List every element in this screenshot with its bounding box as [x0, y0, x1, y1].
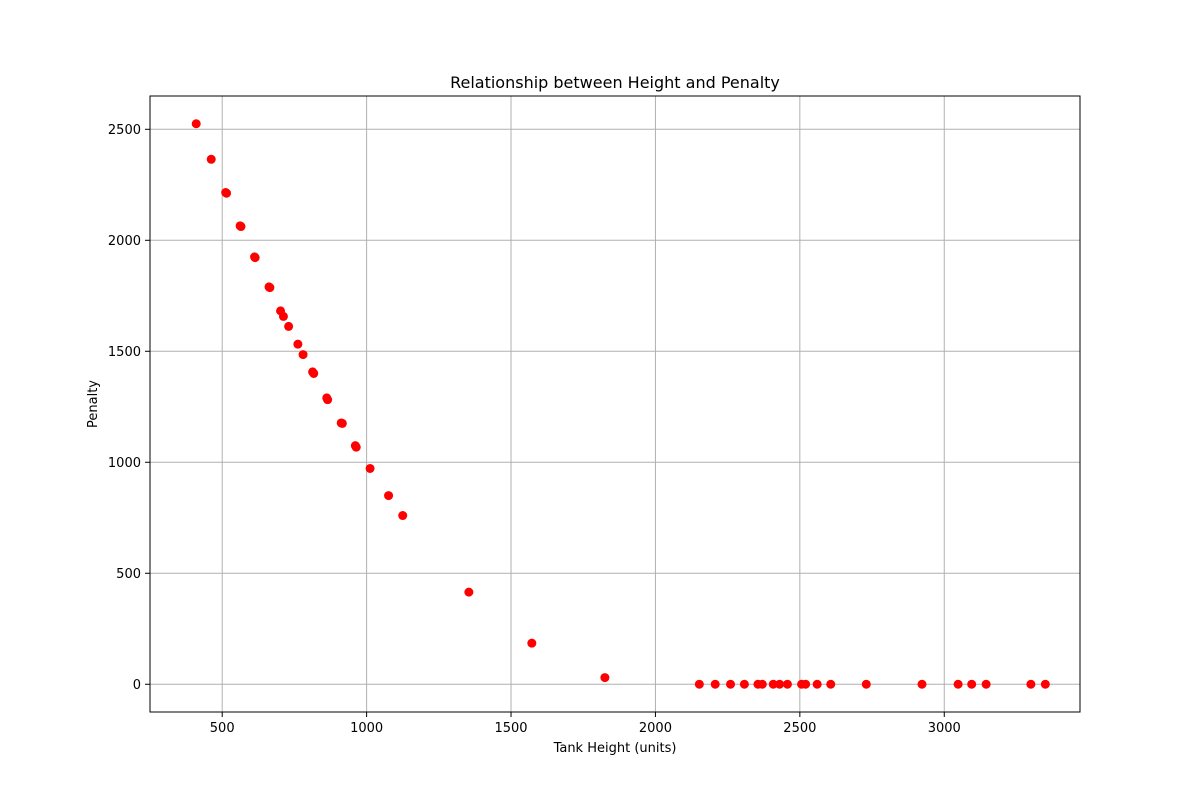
y-tick-label: 500: [116, 567, 141, 582]
data-point: [694, 679, 704, 689]
data-point: [775, 679, 785, 689]
data-point: [365, 463, 375, 473]
data-point: [739, 679, 749, 689]
data-point: [953, 679, 963, 689]
grid: [150, 96, 1080, 712]
y-axis-label: Penalty: [86, 380, 101, 428]
x-tick-label: 1000: [350, 721, 383, 736]
x-tick-label: 2000: [639, 721, 672, 736]
data-point: [191, 119, 201, 129]
data-point: [1040, 679, 1050, 689]
data-point: [351, 442, 361, 452]
data-point: [323, 395, 333, 405]
data-point: [710, 679, 720, 689]
data-point: [309, 368, 319, 378]
data-point: [337, 418, 347, 428]
x-axis: 500 1000 1500 2000 2500 3000: [210, 712, 961, 736]
data-point: [527, 638, 537, 648]
y-tick-label: 1500: [108, 345, 141, 360]
y-tick-label: 0: [133, 678, 141, 693]
data-point: [826, 679, 836, 689]
y-tick-label: 2500: [108, 123, 141, 138]
data-point: [757, 679, 767, 689]
data-point: [917, 679, 927, 689]
data-point: [293, 339, 303, 349]
data-point: [812, 679, 822, 689]
plot-frame: [149, 95, 1081, 713]
data-point: [222, 188, 232, 198]
data-point: [464, 587, 474, 597]
y-tick-label: 2000: [108, 234, 141, 249]
data-point: [298, 350, 308, 360]
data-point: [782, 679, 792, 689]
data-point: [726, 679, 736, 689]
data-point: [236, 222, 246, 232]
data-point: [206, 154, 216, 164]
data-point: [384, 491, 394, 501]
data-point: [265, 283, 275, 293]
x-axis-label: Tank Height (units): [553, 741, 677, 756]
data-point: [967, 679, 977, 689]
x-tick-label: 500: [210, 721, 235, 736]
data-point: [1026, 679, 1036, 689]
data-point: [981, 679, 991, 689]
data-point: [250, 253, 260, 263]
chart-title: Relationship between Height and Penalty: [450, 73, 780, 92]
data-points: [191, 119, 1050, 689]
x-tick-label: 2500: [783, 721, 816, 736]
y-axis: 0 500 1000 1500 2000 2500: [108, 123, 150, 693]
data-point: [768, 679, 778, 689]
data-point: [284, 321, 294, 331]
x-tick-label: 1500: [494, 721, 527, 736]
x-tick-label: 3000: [928, 721, 961, 736]
data-point: [398, 511, 408, 521]
data-point: [861, 679, 871, 689]
data-point: [801, 679, 811, 689]
y-tick-label: 1000: [108, 456, 141, 471]
data-point: [600, 673, 610, 683]
data-point: [278, 311, 288, 321]
